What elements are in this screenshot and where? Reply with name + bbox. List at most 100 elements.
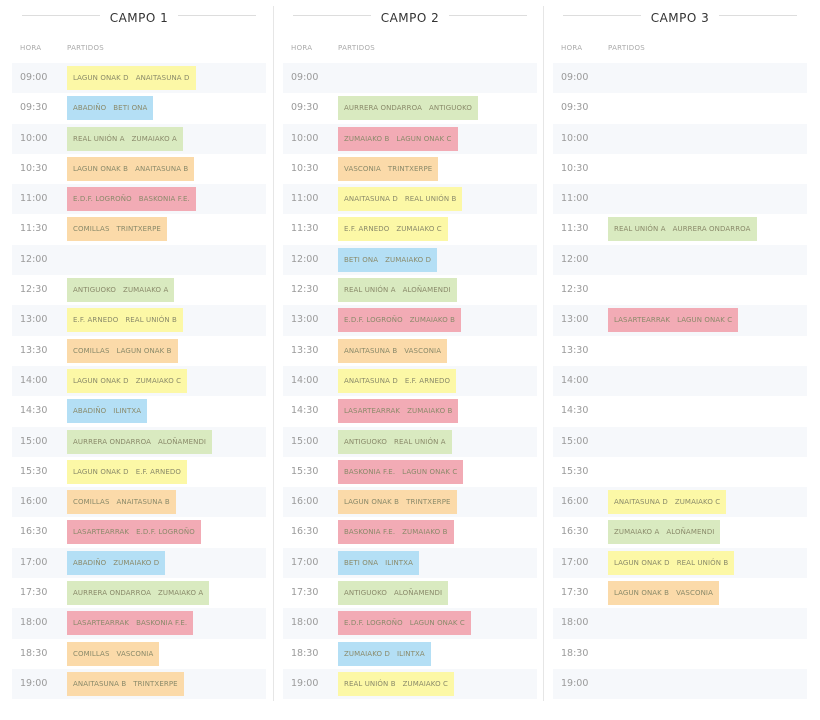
match-badge[interactable]: ANTIGUOKO ZUMAIAKO A [67, 278, 175, 303]
match-badge[interactable]: ZUMAIAKO B LAGUN ONAK C [338, 126, 458, 151]
table-row: 12:00 [12, 244, 266, 276]
match-badge[interactable]: LAGUN ONAK B ANAITASUNA B [67, 156, 195, 181]
time-label: 15:30 [291, 465, 319, 477]
divider [178, 15, 256, 16]
home-team: COMILLAS [73, 225, 110, 234]
away-team: ZUMAIAKO C [402, 679, 449, 688]
match-badge[interactable]: COMILLAS ANAITASUNA B [67, 490, 176, 515]
home-team: ANAITASUNA B [344, 346, 398, 355]
away-team: VASCONIA [404, 346, 442, 355]
match-badge[interactable]: LASARTEARRAK BASKONIA F.E. [67, 611, 194, 636]
time-label: 13:30 [291, 344, 319, 356]
match-badge[interactable]: REAL UNIÓN A ZUMAIAKO A [67, 126, 183, 151]
match-badge[interactable]: ZUMAIAKO A ALOÑAMENDI [608, 520, 721, 545]
match-badge[interactable]: REAL UNIÓN B ZUMAIAKO C [338, 671, 455, 696]
table-row: 14:30 LASARTEARRAK ZUMAIAKO B [283, 396, 537, 426]
match-badge[interactable]: LASARTEARRAK E.D.F. LOGROÑO [67, 520, 201, 545]
divider [449, 15, 527, 16]
table-row: 10:00 REAL UNIÓN A ZUMAIAKO A [12, 123, 266, 154]
match-badge[interactable]: LAGUN ONAK D E.F. ARNEDO [67, 459, 187, 484]
away-team: ILINTXA [113, 407, 142, 416]
time-label: 18:00 [561, 617, 589, 629]
match-badge[interactable]: BASKONIA F.E. LAGUN ONAK C [338, 459, 464, 484]
match-badge[interactable]: AURRERA ONDARROA ZUMAIAKO A [67, 581, 210, 606]
home-team: COMILLAS [73, 346, 110, 355]
time-label: 11:00 [20, 193, 48, 205]
match-badge[interactable]: BETI ONA ZUMAIAKO D [338, 247, 438, 272]
match-badge[interactable]: AURRERA ONDARROA ALOÑAMENDI [67, 429, 213, 454]
time-label: 15:00 [20, 435, 48, 447]
match-badge[interactable]: ANAITASUNA D E.F. ARNEDO [338, 368, 457, 393]
home-team: E.F. ARNEDO [73, 316, 119, 325]
match-badge[interactable]: VASCONIA TRINTXERPE [338, 156, 439, 181]
match-badge[interactable]: E.F. ARNEDO REAL UNIÓN B [67, 308, 183, 333]
match-badge[interactable]: ANTIGUOKO REAL UNIÓN A [338, 429, 452, 454]
match-badge[interactable]: AURRERA ONDARROA ANTIGUOKO [338, 96, 479, 121]
home-team: REAL UNIÓN A [73, 134, 125, 143]
match-badge[interactable]: ABADIÑO ILINTXA [67, 399, 148, 424]
time-label: 11:30 [20, 223, 48, 235]
match-badge[interactable]: BETI ONA ILINTXA [338, 550, 419, 575]
campo-title: CAMPO 1 [109, 11, 169, 25]
home-team: LAGUN ONAK D [614, 558, 670, 567]
match-badge[interactable]: ANAITASUNA B VASCONIA [338, 338, 448, 363]
time-label: 12:00 [561, 253, 589, 265]
match-badge[interactable]: ANAITASUNA B TRINTXERPE [67, 671, 184, 696]
match-badge[interactable]: E.D.F. LOGROÑO LAGUN ONAK C [338, 611, 471, 636]
away-team: TRINTXERPE [133, 679, 178, 688]
away-team: ILINTXA [385, 558, 413, 567]
match-badge[interactable]: E.D.F. LOGROÑO ZUMAIAKO B [338, 308, 462, 333]
away-team: TRINTXERPE [116, 225, 161, 234]
match-badge[interactable]: ZUMAIAKO D ILINTXA [338, 641, 431, 666]
match-badge[interactable]: LAGUN ONAK B TRINTXERPE [338, 490, 457, 515]
away-team: LAGUN ONAK C [402, 467, 458, 476]
match-badge[interactable]: COMILLAS TRINTXERPE [67, 217, 167, 242]
away-team: REAL UNIÓN A [394, 437, 446, 446]
time-label: 12:30 [20, 284, 48, 296]
home-team: ANAITASUNA D [344, 195, 398, 204]
match-badge[interactable]: ABADIÑO BETI ONA [67, 96, 154, 121]
match-badge[interactable]: COMILLAS LAGUN ONAK B [67, 338, 178, 363]
table-row: 18:00 LASARTEARRAK BASKONIA F.E. [12, 608, 266, 639]
table-row: 14:30 ABADIÑO ILINTXA [12, 396, 266, 426]
campo-title-block: CAMPO 1 [12, 0, 266, 30]
match-badge[interactable]: LASARTEARRAK ZUMAIAKO B [338, 399, 459, 424]
match-badge[interactable]: LAGUN ONAK B VASCONIA [608, 581, 719, 606]
time-label: 10:30 [20, 162, 48, 174]
campo-title: CAMPO 3 [650, 11, 710, 25]
match-badge[interactable]: REAL UNIÓN A ALOÑAMENDI [338, 278, 457, 303]
table-row: 15:30 LAGUN ONAK D E.F. ARNEDO [12, 457, 266, 487]
table-row: 18:00 E.D.F. LOGROÑO LAGUN ONAK C [283, 608, 537, 639]
match-badge[interactable]: BASKONIA F.E. ZUMAIAKO B [338, 520, 454, 545]
home-team: E.D.F. LOGROÑO [344, 316, 403, 325]
match-badge[interactable]: E.F. ARNEDO ZUMAIAKO C [338, 217, 448, 242]
away-team: VASCONIA [116, 649, 154, 658]
match-badge[interactable]: ANAITASUNA D ZUMAIAKO C [608, 490, 727, 515]
schedule-rows: 09:00 LAGUN ONAK D ANAITASUNA D 09:30 ABADIÑ… [12, 63, 266, 700]
match-badge[interactable]: LASARTEARRAK LAGUN ONAK C [608, 308, 739, 333]
table-row: 16:00 LAGUN ONAK B TRINTXERPE [283, 487, 537, 518]
divider [22, 15, 100, 16]
match-badge[interactable]: ANTIGUOKO ALOÑAMENDI [338, 581, 449, 606]
time-label: 14:00 [20, 374, 48, 386]
match-badge[interactable]: ABADIÑO ZUMAIAKO D [67, 550, 166, 575]
home-team: LAGUN ONAK D [73, 74, 129, 82]
match-badge[interactable]: LAGUN ONAK D ANAITASUNA D [67, 66, 196, 90]
match-badge[interactable]: E.D.F. LOGROÑO BASKONIA F.E. [67, 187, 196, 212]
match-badge[interactable]: REAL UNIÓN A AURRERA ONDARROA [608, 217, 757, 242]
away-team: ZUMAIAKO C [674, 498, 721, 507]
match-badge[interactable]: COMILLAS VASCONIA [67, 641, 160, 666]
table-row: 12:00 BETI ONA ZUMAIAKO D [283, 244, 537, 276]
away-team: ZUMAIAKO B [409, 316, 456, 325]
home-team: LAGUN ONAK B [614, 589, 670, 598]
match-badge[interactable]: ANAITASUNA D REAL UNIÓN B [338, 187, 463, 212]
time-label: 12:00 [291, 253, 319, 265]
table-row: 17:00 ABADIÑO ZUMAIAKO D [12, 547, 266, 579]
time-label: 09:00 [561, 72, 589, 83]
time-label: 18:30 [561, 647, 589, 659]
match-badge[interactable]: LAGUN ONAK D ZUMAIAKO C [67, 368, 188, 393]
table-row: 19:00 REAL UNIÓN B ZUMAIAKO C [283, 668, 537, 700]
table-row: 14:30 [553, 396, 807, 426]
campo-3: CAMPO 3 HORA PARTIDOS 09:00 09:30 10:00 10:30… [553, 0, 807, 700]
match-badge[interactable]: LAGUN ONAK D REAL UNIÓN B [608, 550, 735, 575]
